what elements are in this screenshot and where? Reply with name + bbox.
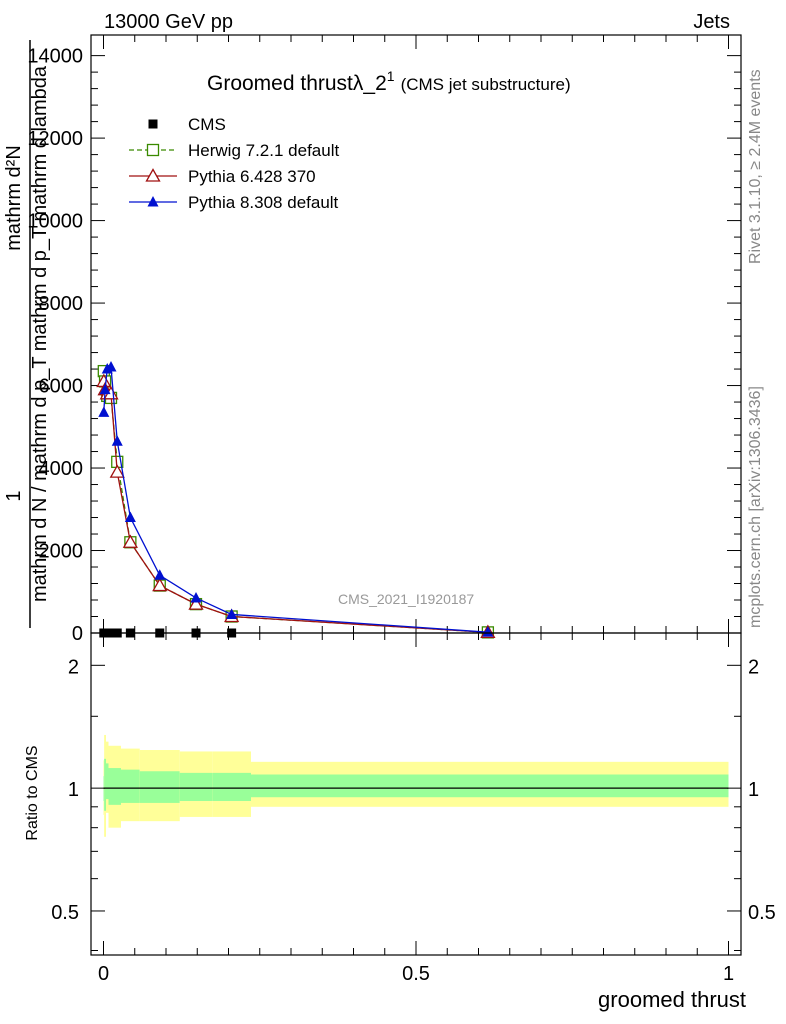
series-point-3 [98, 406, 110, 417]
legend-marker [145, 168, 161, 182]
ratio-inner-band [121, 769, 140, 803]
series-point-3 [226, 608, 238, 619]
plot-title-sup: 1 [387, 68, 395, 84]
legend-marker [148, 119, 158, 129]
legend-item-1: Herwig 7.2.1 default [129, 141, 339, 160]
series-point-2 [188, 596, 204, 610]
main-ytick-labels: 0 2000 4000 6000 8000 10000 12000 14000 [27, 46, 83, 645]
ratio-ytick-label: 1 [68, 779, 79, 801]
legend-marker [147, 196, 159, 207]
legend-item-3: Pythia 8.308 default [129, 193, 339, 212]
main-ytick-label: 2000 [39, 541, 84, 563]
main-ytick-label: 10000 [27, 211, 83, 233]
plot-title-sub: (CMS jet substructure) [401, 75, 571, 94]
ratio-inner-band [108, 768, 114, 805]
ratio-ytick-label-right: 1 [748, 779, 759, 801]
series-point-3 [111, 435, 123, 446]
main-ytick-label: 12000 [27, 128, 83, 150]
legend-item-0: CMS [148, 115, 226, 134]
main-ylabel: 1 mathrm d²N mathrm d N / mathrm d p_T m… [3, 40, 51, 628]
series-point-3 [482, 626, 494, 637]
ratio-xtick-label: 1 [723, 963, 734, 985]
ratio-inner-band [104, 758, 106, 811]
ratio-inner-band [251, 774, 729, 798]
main-ytick-label: 6000 [39, 376, 84, 398]
ylabel-denominator: mathrm d N / mathrm d p_T mathrm d p_T m… [29, 65, 51, 602]
xaxis-label: groomed thrust [598, 987, 746, 1012]
legend-label: Pythia 8.308 default [188, 193, 339, 212]
ratio-plot: 0.5 0.51 12 2 0 0.5 1 Ratio to CMS groomed th… [24, 632, 776, 1012]
header-left-label: 13000 GeV pp [104, 11, 233, 33]
analysis-watermark: CMS_2021_I1920187 [338, 591, 474, 607]
legend-label: Pythia 6.428 370 [188, 167, 316, 186]
header-right-label: Jets [693, 11, 730, 33]
ratio-bands-layer [103, 734, 729, 837]
ratio-inner-band [139, 771, 180, 803]
ylabel-numerator: mathrm d²N [3, 145, 25, 251]
ratio-xtick-label: 0.5 [402, 963, 430, 985]
series-point-3 [154, 569, 166, 580]
mcplots-label: mcplots.cern.ch [arXiv:1306.3436] [747, 386, 764, 628]
legend-label: Herwig 7.2.1 default [188, 141, 339, 160]
ratio-ytick-label: 0.5 [51, 902, 79, 924]
series-point-3 [124, 511, 136, 523]
ratio-ytick-label-right: 2 [748, 656, 759, 678]
ratio-inner-band [212, 772, 251, 801]
series-point-3 [190, 591, 202, 603]
main-ytick-label: 8000 [39, 293, 84, 315]
plot-title: Groomed thrustλ_21 (CMS jet substructure) [207, 68, 571, 95]
main-ytick-label: 14000 [27, 46, 83, 68]
ratio-ytick-label: 2 [68, 656, 79, 678]
series-line-3 [103, 365, 488, 633]
rivet-label: Rivet 3.1.10, ≥ 2.4M events [747, 69, 764, 264]
series-3 [98, 360, 494, 637]
ratio-ytick-labels: 0.5 0.5 1 1 2 2 [51, 656, 776, 924]
ratio-ytick-label-right: 0.5 [748, 902, 776, 924]
plot-title-main: Groomed thrustλ_2 [207, 72, 387, 95]
main-plot: 0 2000 4000 6000 8000 10000 12000 14000 Groomed… [3, 34, 742, 645]
series-point-3 [99, 383, 111, 395]
main-ytick-label: 4000 [39, 458, 84, 480]
ratio-inner-band [113, 768, 121, 805]
ratio-inner-band [179, 772, 213, 801]
main-ytick-label: 0 [72, 623, 83, 645]
series-point-2 [152, 577, 168, 592]
legend-marker [146, 143, 160, 157]
legend: CMS Herwig 7.2.1 default Pythia 6.428 370 P… [129, 115, 339, 212]
legend-label: CMS [188, 115, 226, 134]
legend-item-2: Pythia 6.428 370 [129, 167, 316, 186]
series-point-2 [122, 534, 138, 548]
ylabel-numerator-one: 1 [3, 490, 25, 501]
main-axis-ticks [91, 35, 741, 634]
ratio-axis-ticks [91, 633, 741, 955]
series-point-2 [109, 464, 125, 478]
ratio-inner-band [106, 763, 109, 800]
ratio-ylabel: Ratio to CMS [24, 745, 41, 840]
main-series-layer [96, 360, 496, 639]
series-point-3 [105, 360, 117, 372]
ratio-xtick-labels: 0 0.5 1 [98, 963, 734, 985]
ratio-plot-frame [90, 632, 742, 956]
ratio-xtick-label: 0 [98, 963, 109, 985]
